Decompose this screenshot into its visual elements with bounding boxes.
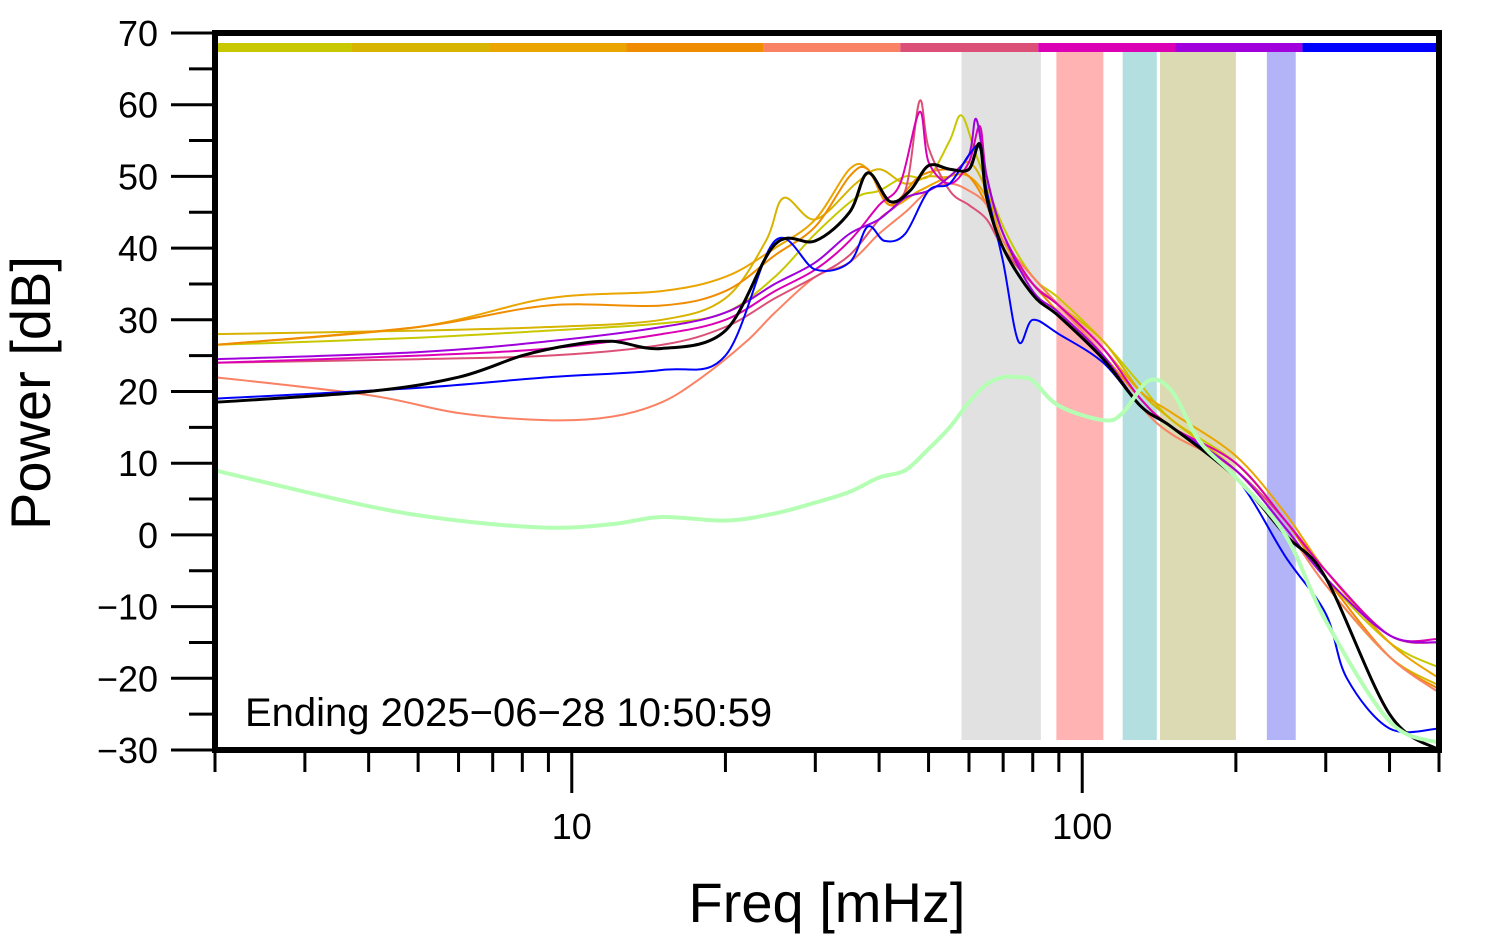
x-axis-title: Freq [mHz] [689,871,966,934]
top-bar-segment-1 [351,43,490,52]
band-3 [1159,52,1236,740]
ending-timestamp-annotation: Ending 2025−06−28 10:50:59 [245,691,772,735]
y-tick-label: 30 [118,300,158,341]
band-4 [1266,52,1296,740]
band-2 [1122,52,1157,740]
series-line-8 [214,144,1440,734]
top-bar-segment-3 [626,43,764,52]
color-top-bar [215,43,1439,52]
series-line-10 [214,374,1440,745]
y-axis-ticks: 70 60 50 40 30 20 10 0 −10 −20 −30 [97,13,215,771]
band-1 [1056,52,1104,740]
y-tick-label: 0 [138,515,158,556]
y-tick-label: 50 [118,156,158,197]
frequency-bands [961,52,1296,740]
y-tick-label: 60 [118,85,158,126]
top-bar-segment-5 [900,43,1039,52]
y-tick-label: 40 [118,228,158,269]
top-bar-segment-4 [763,43,901,52]
y-tick-label: 20 [118,372,158,413]
series-line-6 [214,110,1440,643]
top-bar-segment-6 [1038,43,1176,52]
y-tick-label: 10 [118,443,158,484]
top-bar-segment-2 [489,43,627,52]
spectrum-series [214,99,1440,752]
top-bar-segment-8 [1302,43,1439,52]
x-tick-label: 10 [552,806,592,847]
top-bar-segment-0 [215,43,352,52]
y-tick-label: −30 [97,730,158,771]
x-axis-ticks: 10 100 [213,750,1441,847]
y-tick-label: −10 [97,587,158,628]
top-bar-segment-7 [1175,43,1303,52]
y-tick-label: 70 [118,13,158,54]
y-tick-label: −20 [97,658,158,699]
y-axis-title: Power [dB] [0,256,62,530]
series-line-2 [214,162,1440,680]
x-tick-label: 100 [1052,806,1112,847]
